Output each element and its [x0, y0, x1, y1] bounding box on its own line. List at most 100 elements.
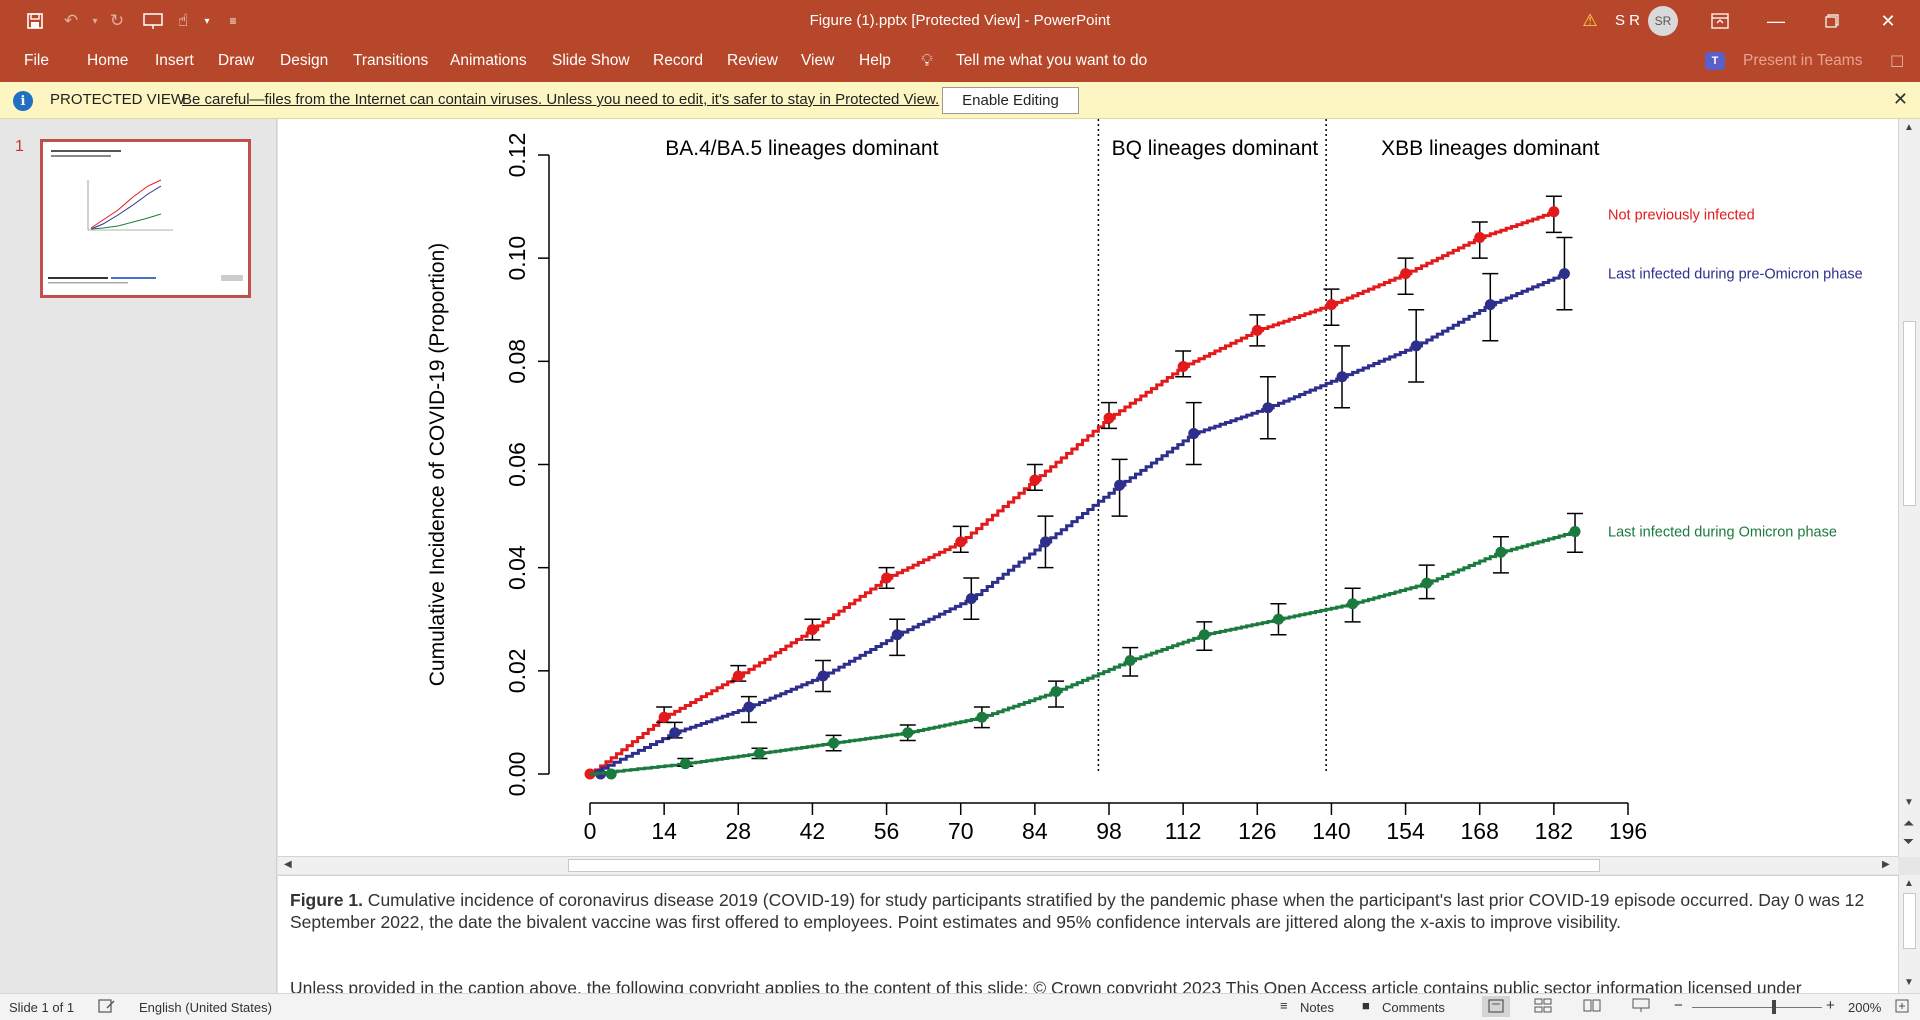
horizontal-scrollbar[interactable]: ◀ ▶ [278, 856, 1898, 874]
scroll-up-icon[interactable]: ▲ [1904, 122, 1914, 133]
slide-thumbnail-pane: 1 [0, 119, 277, 993]
tab-record[interactable]: Record [653, 52, 703, 69]
y-tick-label: 0.06 [504, 442, 530, 487]
normal-view-icon[interactable] [1482, 996, 1510, 1017]
tab-animations[interactable]: Animations [450, 52, 527, 69]
data-point [891, 629, 903, 641]
data-point [1347, 598, 1359, 610]
present-in-teams-button[interactable]: Present in Teams [1743, 52, 1863, 69]
tab-file[interactable]: File [24, 52, 49, 69]
data-point [1495, 546, 1507, 558]
data-point [732, 670, 744, 682]
next-slide-icon[interactable]: ⏷ [1903, 833, 1915, 849]
tab-home[interactable]: Home [87, 52, 129, 69]
ribbon-display-options-icon[interactable] [1692, 0, 1748, 42]
tab-design[interactable]: Design [280, 52, 329, 69]
avatar[interactable]: SR [1648, 6, 1678, 36]
series-line-0 [590, 211, 1556, 776]
slideshow-view-icon[interactable] [1632, 998, 1650, 1016]
lightbulb-icon: 💡︎ [921, 51, 933, 70]
close-icon[interactable]: ✕ [1880, 10, 1896, 31]
restore-icon[interactable] [1804, 0, 1860, 42]
y-tick-label: 0.08 [504, 339, 530, 384]
zoom-slider-track[interactable] [1692, 1007, 1822, 1008]
notes-icon[interactable]: ≡ [1280, 998, 1288, 1013]
series-label: Last infected during Omicron phase [1608, 525, 1837, 541]
info-icon: i [13, 91, 33, 111]
accessibility-icon[interactable] [98, 998, 116, 1017]
zoom-in-button[interactable]: + [1826, 997, 1835, 1014]
notes-button[interactable]: Notes [1300, 1000, 1334, 1015]
scroll-left-icon[interactable]: ◀ [284, 859, 292, 870]
comments-icon[interactable]: ☐ [1890, 54, 1905, 71]
y-tick-label: 0.12 [504, 133, 530, 178]
x-tick-label: 154 [1386, 818, 1425, 844]
protected-view-message[interactable]: Be careful—files from the Internet can c… [182, 91, 940, 108]
data-point [605, 768, 617, 780]
tab-insert[interactable]: Insert [155, 52, 194, 69]
data-point [679, 758, 691, 770]
tab-view[interactable]: View [801, 52, 835, 69]
ribbon-tabs: File Home Insert Draw Design Transitions… [0, 42, 1920, 82]
zoom-out-button[interactable]: − [1674, 997, 1683, 1014]
language-status[interactable]: English (United States) [139, 1000, 272, 1015]
x-tick-label: 196 [1609, 818, 1647, 844]
notes-scrollbar[interactable]: ▲ ▼ [1898, 875, 1920, 993]
minimize-icon[interactable]: — [1767, 10, 1785, 31]
tab-transitions[interactable]: Transitions [353, 52, 429, 69]
previous-slide-icon[interactable]: ⏶ [1903, 815, 1915, 831]
cumulative-incidence-chart: 0.00 0.02 0.04 0.06 0.08 0.10 0.12 Cumulative I… [426, 119, 1863, 844]
undo-dropdown-icon[interactable]: ▾ [92, 15, 98, 27]
scroll-right-icon[interactable]: ▶ [1882, 859, 1890, 870]
data-point [1421, 577, 1433, 589]
data-point [1039, 536, 1051, 548]
vertical-scroll-thumb[interactable] [1903, 321, 1916, 506]
user-name[interactable]: S R [1615, 12, 1641, 29]
notes-scroll-down-icon[interactable]: ▼ [1904, 977, 1914, 988]
slide-editor[interactable]: 0.00 0.02 0.04 0.06 0.08 0.10 0.12 Cumulative I… [278, 119, 1898, 857]
vertical-scrollbar[interactable]: ▲ ▼ ⏶ ⏷ [1898, 119, 1920, 857]
notes-scroll-thumb[interactable] [1903, 893, 1916, 949]
data-point [1262, 402, 1274, 414]
warning-icon[interactable]: ⚠ [1582, 11, 1598, 30]
redo-icon[interactable]: ↻ [109, 11, 125, 30]
slide-sorter-icon[interactable] [1534, 998, 1552, 1016]
save-icon[interactable] [22, 8, 48, 34]
fit-to-window-icon[interactable] [1894, 998, 1910, 1017]
notes-pane[interactable]: Figure 1. Cumulative incidence of corona… [278, 875, 1898, 993]
series-label: Last infected during pre-Omicron phase [1608, 267, 1863, 283]
notes-caption: Figure 1. Cumulative incidence of corona… [290, 889, 1880, 933]
slide-thumbnail[interactable] [40, 139, 251, 298]
tab-help[interactable]: Help [859, 52, 891, 69]
data-point [1336, 371, 1348, 383]
zoom-slider-thumb[interactable] [1772, 1000, 1776, 1014]
x-tick-label: 0 [584, 818, 597, 844]
scroll-down-icon[interactable]: ▼ [1904, 797, 1914, 808]
x-tick-label: 168 [1461, 818, 1499, 844]
touch-mode-icon[interactable]: ☝ [177, 11, 189, 30]
zoom-level[interactable]: 200% [1848, 1000, 1882, 1015]
touch-dropdown-icon[interactable]: ▾ [204, 15, 210, 27]
data-point [965, 593, 977, 605]
data-point [976, 711, 988, 723]
horizontal-scroll-thumb[interactable] [568, 859, 1600, 872]
title-bar: ↶ ▾ ↻ ☝ ▾ ≡ Figure (1).pptx [Protected V… [0, 0, 1920, 42]
data-point [1558, 268, 1570, 280]
comments-status-icon[interactable]: ■ [1362, 998, 1370, 1013]
comments-button[interactable]: Comments [1382, 1000, 1445, 1015]
tab-slide-show[interactable]: Slide Show [552, 52, 630, 69]
start-slideshow-icon[interactable] [140, 8, 166, 34]
tab-review[interactable]: Review [727, 52, 778, 69]
x-tick-label: 70 [948, 818, 974, 844]
tab-draw[interactable]: Draw [218, 52, 255, 69]
undo-icon[interactable]: ↶ [63, 11, 79, 30]
reading-view-icon[interactable] [1583, 998, 1601, 1016]
data-point [1410, 340, 1422, 352]
notes-scroll-up-icon[interactable]: ▲ [1904, 878, 1914, 889]
customize-qat-icon[interactable]: ≡ [229, 14, 237, 28]
data-point [1103, 412, 1115, 424]
banner-close-icon[interactable]: ✕ [1892, 89, 1908, 109]
data-point [1400, 268, 1412, 280]
enable-editing-button[interactable]: Enable Editing [942, 87, 1079, 114]
tell-me-search[interactable]: Tell me what you want to do [956, 52, 1148, 69]
